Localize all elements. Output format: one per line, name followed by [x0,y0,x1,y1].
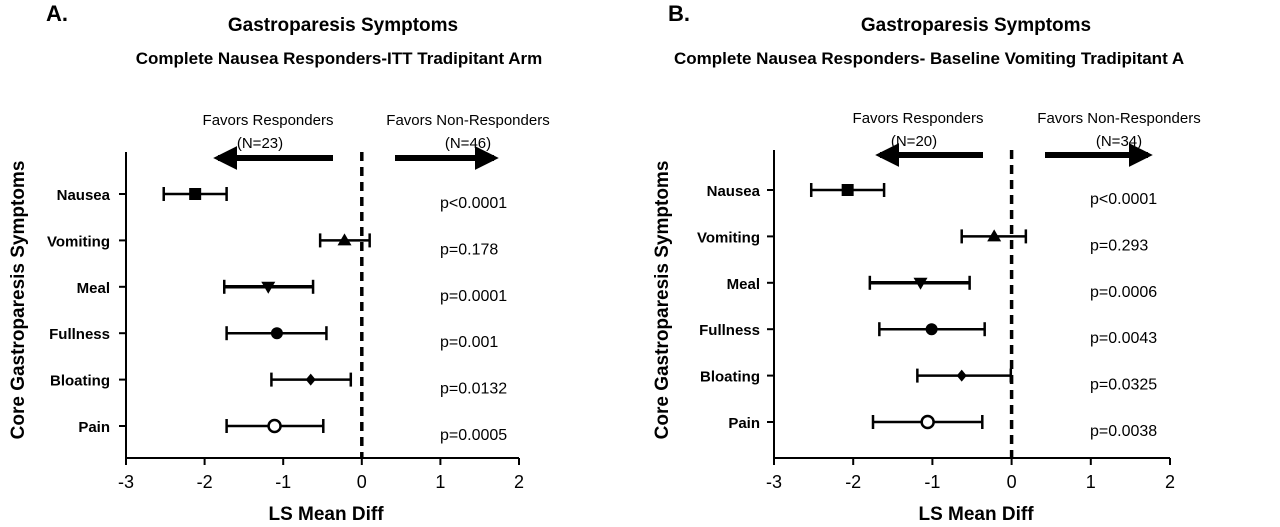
panel-b-row-label: Vomiting [697,229,760,246]
panel-a-row-label: Meal [77,280,110,297]
panel-b-x-tick-label: -3 [766,472,782,492]
panel-b-point-estimate [920,414,935,430]
panel-b-favors-left-n: (N=20) [891,133,937,150]
panel-a-p-value: p<0.0001 [440,195,507,212]
panel-b-p-value: p=0.0038 [1090,423,1157,440]
panel-b-point-estimate [925,323,938,336]
panel-a-point-estimate [270,327,283,340]
panel-b-ylabel: Core Gastroparesis Symptoms [652,161,673,440]
panel-b-favors-left-label: Favors Responders [853,110,984,127]
panel-b-row-label: Meal [727,276,760,293]
panel-b-subtitle: Complete Nausea Responders- Baseline Vom… [674,49,1184,68]
panel-b-row-label: Bloating [700,369,760,386]
panel-a-row-label: Vomiting [47,233,110,250]
panel-b-point-estimate [987,229,1002,242]
panel-b: B. Gastroparesis Symptoms Complete Nause… [652,1,1201,525]
panel-a-x-tick-label: -2 [197,472,213,492]
panel-b-row-label: Nausea [707,183,761,200]
panel-a-x-tick-label: 2 [514,472,524,492]
panel-a-subtitle: Complete Nausea Responders-ITT Tradipita… [136,49,543,68]
panel-a-plot-area: -3 -2 -1 0 1 2 Nausea p<0.0001 Vomiting p=0.178 Me… [47,152,524,492]
panel-a-favors-left-label: Favors Responders [203,112,334,129]
panel-b-favors-right-label: Favors Non-Responders [1037,110,1200,127]
panel-b-label: B. [668,1,690,26]
panel-a-ylabel: Core Gastroparesis Symptoms [8,161,29,440]
panel-b-x-tick-label: 1 [1086,472,1096,492]
panel-b-p-value: p=0.0043 [1090,330,1157,347]
panel-b-title: Gastroparesis Symptoms [861,15,1091,36]
panel-a-x-tick-label: 0 [357,472,367,492]
panel-a-row-label: Fullness [49,326,110,343]
panel-a-x-tick-label: -1 [275,472,291,492]
panel-b-p-value: p=0.0325 [1090,377,1157,394]
panel-b-xlabel: LS Mean Diff [918,504,1034,525]
panel-a-point-estimate [305,373,316,386]
panel-a-point-estimate [337,233,352,246]
panel-b-row-label: Fullness [699,322,760,339]
panel-b-row-label: Pain [728,415,760,432]
panel-a-point-estimate [261,281,276,294]
panel-a-p-value: p=0.0132 [440,381,507,398]
panel-a-label: A. [46,1,68,26]
panel-a-favors-right-n: (N=46) [445,135,491,152]
panel-a-p-value: p=0.0001 [440,288,507,305]
panel-b-x-tick-label: -1 [924,472,940,492]
panel-a-row-label: Pain [78,419,110,436]
panel-a-row-label: Nausea [57,187,111,204]
panel-a-p-value: p=0.178 [440,241,498,258]
panel-a-row-label: Bloating [50,373,110,390]
panel-a-p-value: p=0.0005 [440,427,507,444]
panel-b-x-tick-label: 0 [1007,472,1017,492]
panel-a-point-estimate [267,418,282,434]
panel-a-xlabel: LS Mean Diff [268,504,384,525]
panel-a-favors-right-label: Favors Non-Responders [386,112,549,129]
panel-a-point-estimate [189,188,202,200]
panel-b-p-value: p<0.0001 [1090,191,1157,208]
panel-a-x-tick-label: 1 [435,472,445,492]
panel-b-x-tick-label: 2 [1165,472,1175,492]
panel-b-plot-area: -3 -2 -1 0 1 2 Nausea p<0.0001 Vomiting p=0.293 Me… [697,150,1175,492]
panel-a: A. Gastroparesis Symptoms Complete Nause… [8,1,550,525]
panel-a-p-value: p=0.001 [440,334,498,351]
panel-a-favors-left-n: (N=23) [237,135,283,152]
panel-b-point-estimate [841,184,854,196]
panel-b-p-value: p=0.0006 [1090,284,1157,301]
panel-b-p-value: p=0.293 [1090,237,1148,254]
panel-b-point-estimate [913,277,928,290]
panel-b-point-estimate [956,369,967,382]
panel-b-x-tick-label: -2 [845,472,861,492]
panel-b-favors-right-n: (N=34) [1096,133,1142,150]
panel-a-title: Gastroparesis Symptoms [228,15,458,36]
panel-a-x-tick-label: -3 [118,472,134,492]
